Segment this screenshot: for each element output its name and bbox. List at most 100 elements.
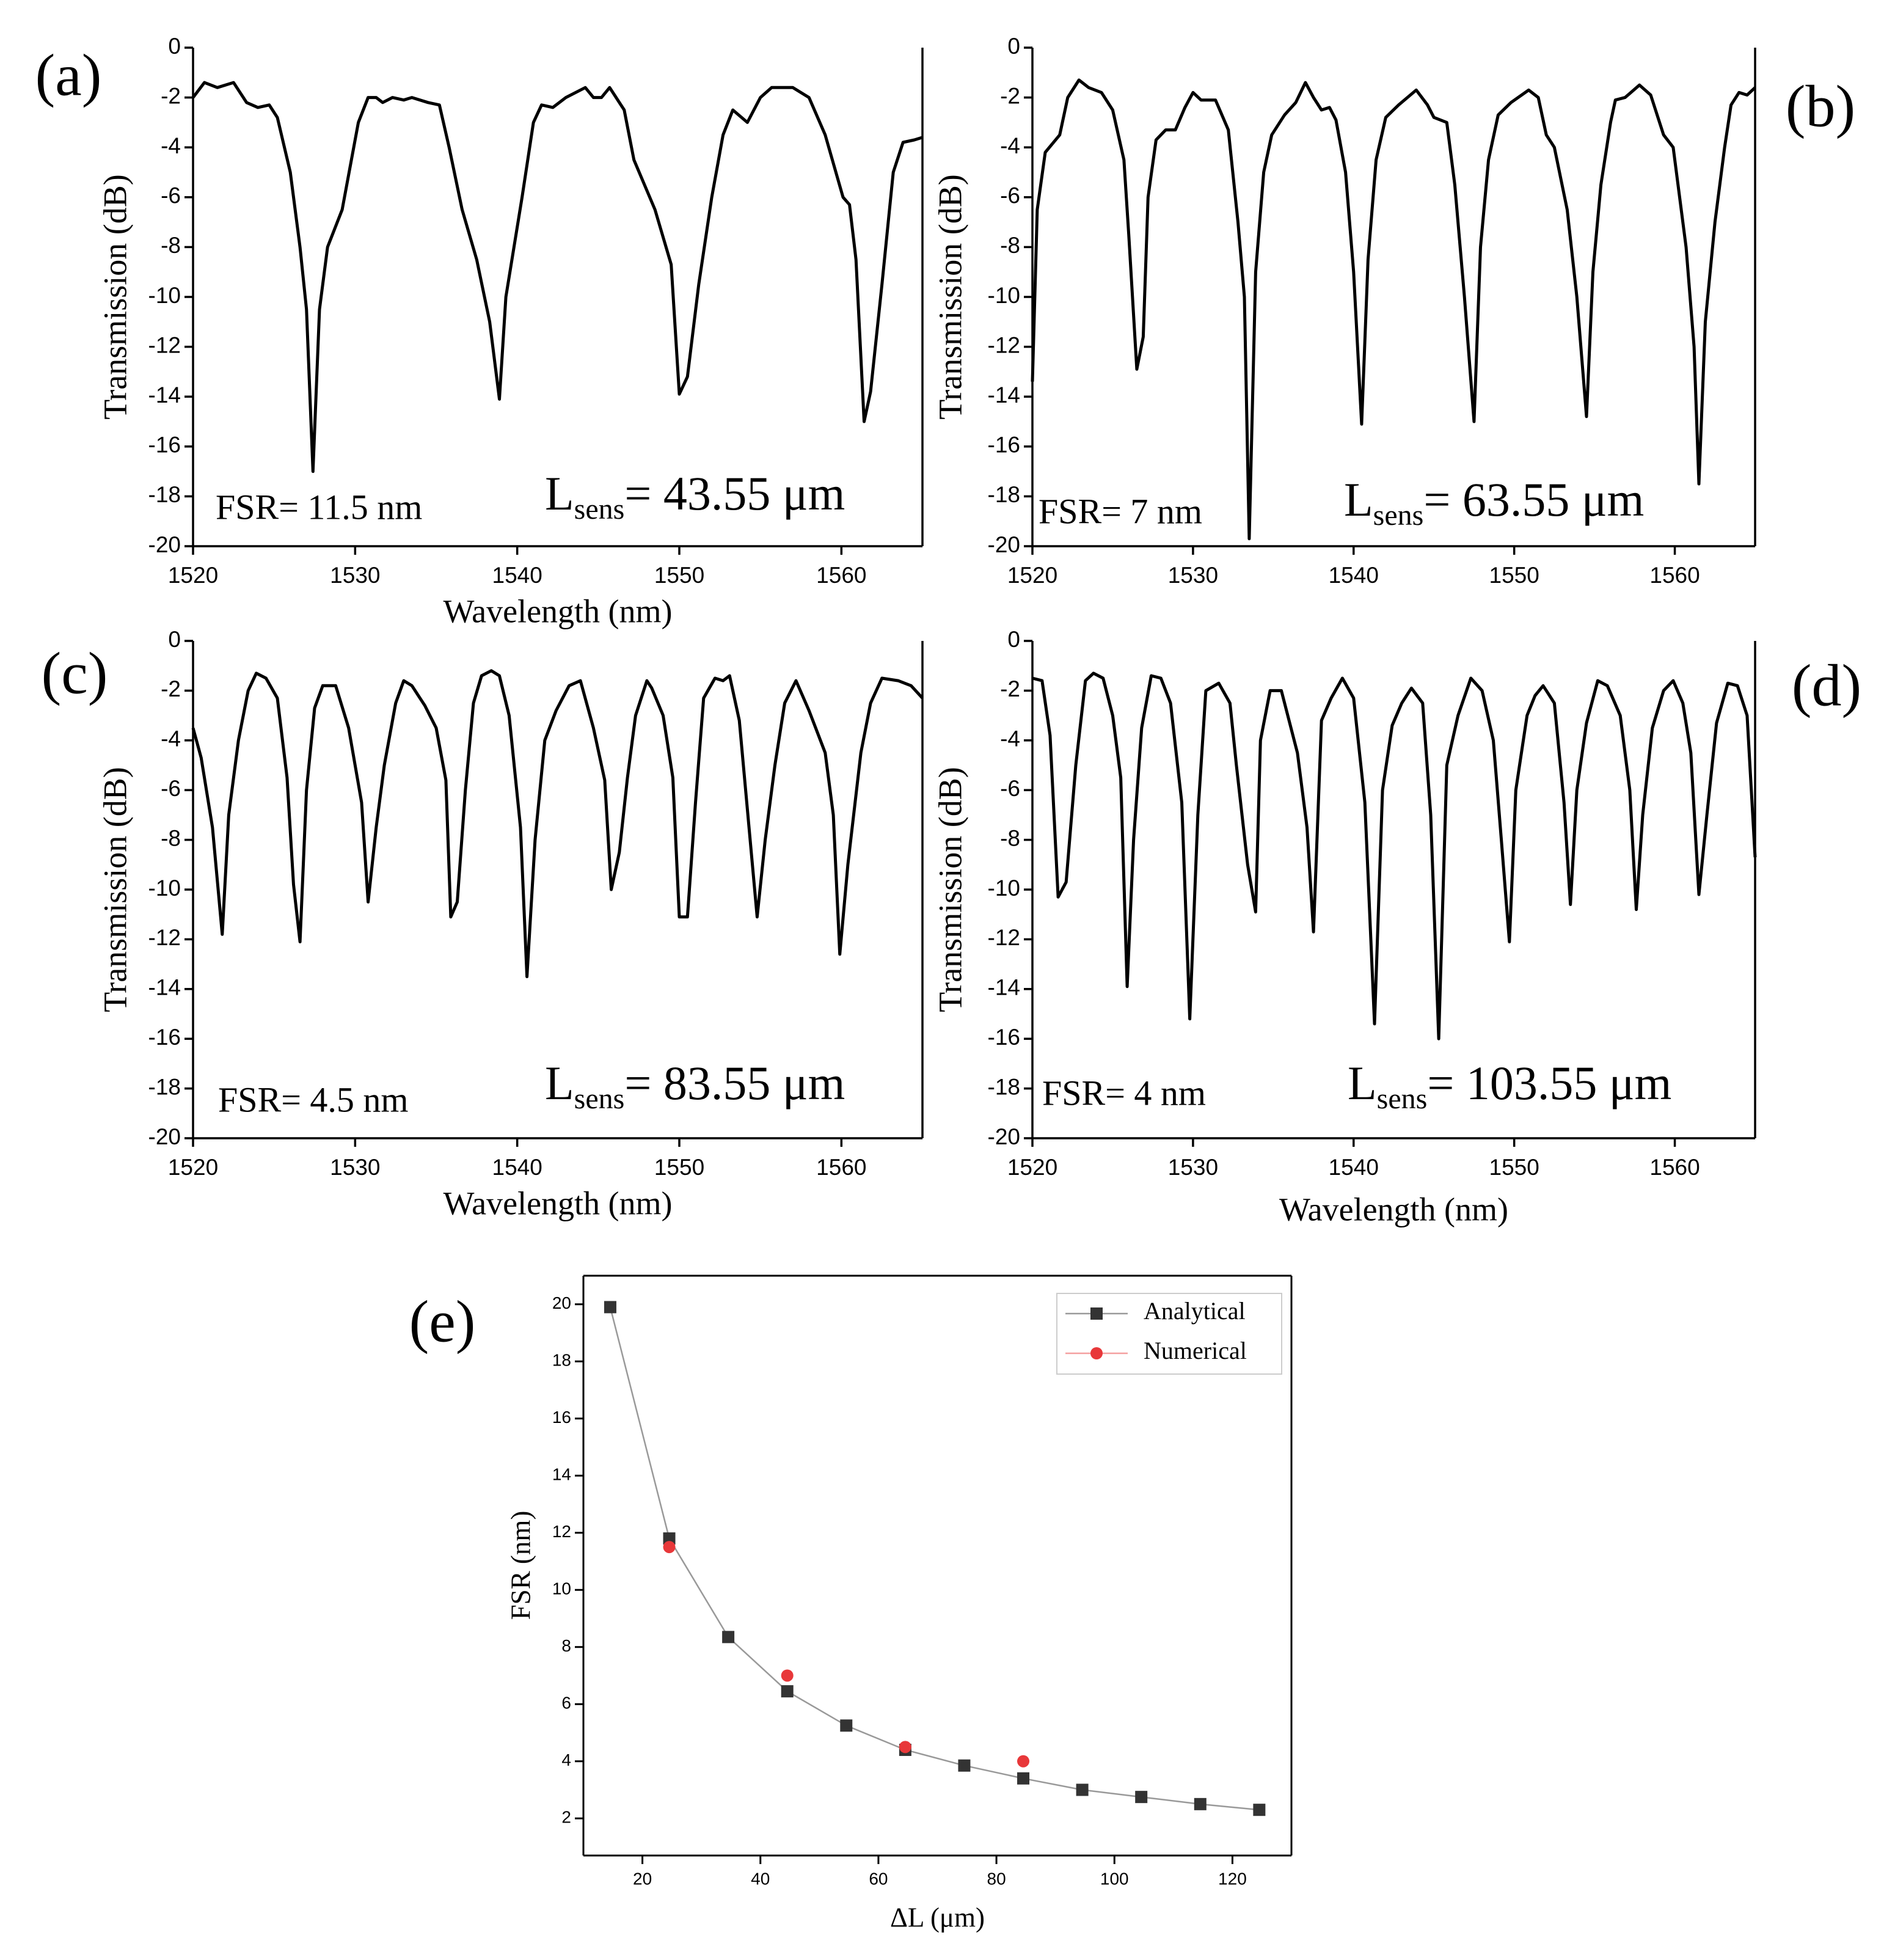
length-symbol: L (1348, 1056, 1377, 1110)
y-tick-label: -2 (1000, 83, 1020, 108)
spectrum-line (1031, 78, 1756, 541)
x-tick-label: 1520 (1007, 1155, 1057, 1180)
x-tick-label: 1560 (1649, 563, 1700, 588)
length-symbol: L (545, 467, 574, 520)
panel-label: (d) (1792, 653, 1861, 719)
y-tick-label: 20 (552, 1293, 571, 1312)
length-value: = 83.55 μm (624, 1056, 845, 1110)
x-tick-label: 1520 (168, 563, 218, 588)
y-tick-label: -18 (988, 482, 1020, 507)
y-tick-label: -18 (148, 1074, 181, 1099)
length-symbol: L (1344, 473, 1373, 526)
legend-marker (1090, 1307, 1103, 1320)
x-tick-label: 1520 (168, 1155, 218, 1180)
x-tick-label: 1560 (1649, 1155, 1700, 1180)
x-tick-label: 1540 (492, 1155, 542, 1180)
fsr-annotation: FSR= 4 nm (1042, 1073, 1206, 1113)
y-tick-label: -6 (1000, 776, 1020, 801)
x-tick-label: 120 (1218, 1869, 1247, 1888)
spectrum-line (192, 81, 923, 474)
length-annotation: Lsens= 83.55 μm (545, 1056, 845, 1115)
data-point (840, 1719, 853, 1732)
y-axis-title: FSR (nm) (505, 1511, 536, 1620)
y-tick-label: 10 (552, 1579, 571, 1598)
legend-label: Analytical (1144, 1297, 1246, 1325)
spectrum-line (191, 669, 924, 978)
y-tick-label: -16 (148, 1025, 181, 1050)
x-tick-label: 1530 (330, 1155, 380, 1180)
x-tick-label: 1550 (1489, 563, 1539, 588)
y-axis-title: Transmission (dB) (932, 767, 968, 1012)
length-value: = 63.55 μm (1423, 473, 1644, 526)
y-tick-label: 0 (1007, 34, 1020, 59)
length-subscript: sens (1377, 1083, 1428, 1115)
data-point (1253, 1804, 1266, 1816)
y-tick-label: -14 (988, 975, 1020, 1000)
y-tick-label: -8 (161, 233, 181, 258)
y-tick-label: -4 (1000, 133, 1020, 158)
fsr-annotation: FSR= 11.5 nm (216, 487, 422, 527)
spectrum-line (1032, 671, 1757, 1040)
length-annotation: Lsens= 63.55 μm (1344, 473, 1644, 532)
x-tick-label: 1520 (1007, 563, 1057, 588)
y-tick-label: 0 (168, 627, 181, 652)
x-tick-label: 1550 (1489, 1155, 1539, 1180)
y-axis-title: Transmission (dB) (932, 174, 968, 420)
data-point (1194, 1797, 1207, 1810)
x-tick-label: 1560 (816, 563, 866, 588)
y-axis-title: Transmission (dB) (97, 174, 133, 420)
y-tick-label: -16 (988, 433, 1020, 458)
y-tick-label: -12 (148, 332, 181, 357)
y-tick-label: -4 (1000, 726, 1020, 751)
x-tick-label: 1530 (1168, 1155, 1218, 1180)
data-point (663, 1532, 676, 1545)
length-subscript: sens (574, 1083, 625, 1115)
y-tick-label: -18 (148, 482, 181, 507)
length-subscript: sens (574, 493, 625, 525)
length-annotation: Lsens= 43.55 μm (545, 467, 845, 525)
y-tick-label: -8 (1000, 233, 1020, 258)
y-tick-label: 18 (552, 1351, 571, 1370)
y-tick-label: -16 (988, 1025, 1020, 1050)
length-subscript: sens (1373, 499, 1424, 532)
fsr-annotation: FSR= 4.5 nm (218, 1080, 409, 1119)
data-point (781, 1669, 794, 1682)
x-axis-title: ΔL (μm) (890, 1902, 985, 1933)
y-tick-label: 0 (168, 34, 181, 59)
length-symbol: L (545, 1056, 574, 1110)
x-tick-label: 1550 (654, 1155, 704, 1180)
y-tick-label: -20 (148, 1124, 181, 1149)
panel-label: (b) (1786, 73, 1855, 139)
y-tick-label: -8 (161, 825, 181, 850)
y-tick-label: -20 (988, 532, 1020, 557)
fsr-annotation: FSR= 7 nm (1039, 491, 1202, 531)
y-tick-label: -12 (988, 925, 1020, 950)
x-tick-label: 1540 (492, 563, 542, 588)
y-tick-label: -10 (148, 283, 181, 308)
data-point (1017, 1772, 1030, 1785)
y-tick-label: 12 (552, 1522, 571, 1541)
y-axis-title: Transmission (dB) (97, 767, 133, 1012)
length-value: = 43.55 μm (624, 467, 845, 520)
y-tick-label: -2 (161, 83, 181, 108)
y-tick-label: -10 (148, 876, 181, 901)
x-tick-label: 80 (987, 1869, 1006, 1888)
x-tick-label: 40 (751, 1869, 770, 1888)
y-tick-label: 0 (1007, 627, 1020, 652)
panel-label: (e) (409, 1289, 476, 1355)
y-tick-label: -18 (988, 1074, 1020, 1099)
panel-label: (c) (42, 640, 108, 706)
y-tick-label: -16 (148, 433, 181, 458)
x-tick-label: 1540 (1329, 563, 1379, 588)
y-tick-label: -12 (148, 925, 181, 950)
y-tick-label: -6 (161, 183, 181, 208)
y-tick-label: -14 (988, 382, 1020, 408)
y-tick-label: 4 (561, 1750, 571, 1769)
legend-label: Numerical (1144, 1337, 1247, 1364)
y-tick-label: -6 (161, 776, 181, 801)
length-value: = 103.55 μm (1427, 1056, 1671, 1110)
x-axis-title: Wavelength (nm) (1279, 1191, 1508, 1227)
data-point (781, 1685, 794, 1698)
x-tick-label: 60 (869, 1869, 888, 1888)
